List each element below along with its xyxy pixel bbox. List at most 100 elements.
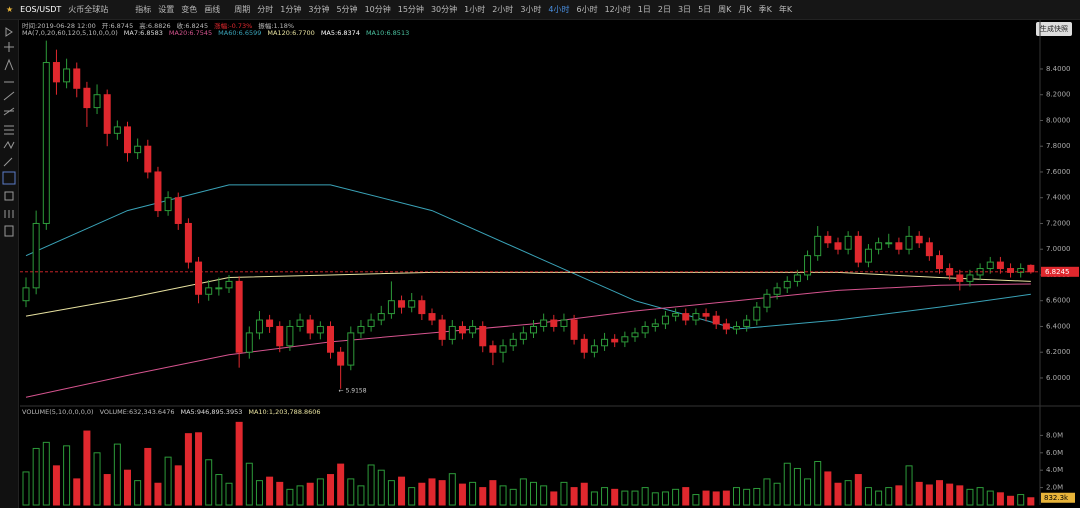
- candle-body: [357, 325, 365, 334]
- y-tick-label: 7.6000: [1046, 168, 1071, 176]
- candle-body: [266, 319, 274, 327]
- candle-body: [966, 274, 974, 282]
- period-button[interactable]: 2日: [657, 5, 671, 14]
- last-price-label: 6.8245: [1045, 268, 1070, 276]
- volume-bar: [124, 469, 131, 506]
- period-button[interactable]: 5分钟: [336, 5, 358, 14]
- volume-bar: [590, 491, 598, 506]
- period-button[interactable]: 3小时: [520, 5, 542, 14]
- icon[interactable]: [3, 91, 15, 101]
- candle-body: [743, 319, 751, 327]
- period-button[interactable]: 季K: [758, 5, 772, 14]
- candle-body: [692, 313, 700, 321]
- volume-bar: [489, 480, 497, 506]
- candle-body: [1017, 268, 1025, 273]
- period-button[interactable]: 1日: [637, 5, 651, 14]
- period-label: 周期: [234, 5, 251, 14]
- period-button[interactable]: 周K: [718, 5, 732, 14]
- period-button[interactable]: 1分钟: [280, 5, 302, 14]
- period-button[interactable]: 4小时: [548, 5, 570, 14]
- volume-bar: [834, 482, 842, 506]
- icon[interactable]: [5, 27, 13, 37]
- period-button[interactable]: 6小时: [576, 5, 598, 14]
- icon[interactable]: [3, 107, 15, 116]
- candle-body: [996, 261, 1004, 270]
- icon[interactable]: [4, 125, 14, 135]
- candle-body: [164, 197, 172, 212]
- candle-body: [540, 319, 548, 327]
- tool-button[interactable]: 设置: [158, 5, 175, 14]
- icon[interactable]: [4, 191, 14, 201]
- icon[interactable]: [4, 225, 14, 237]
- y-tick-label: 2.0M: [1046, 484, 1063, 492]
- y-tick-label: 7.2000: [1046, 219, 1071, 227]
- volume-bar: [946, 483, 954, 506]
- volume-bar: [52, 465, 60, 506]
- volume-bar: [956, 485, 964, 506]
- y-tick-label: 6.2000: [1046, 348, 1071, 356]
- volume-bar: [438, 480, 446, 506]
- volume-bar: [428, 478, 436, 506]
- candle-body: [956, 274, 964, 282]
- candle-body: [367, 319, 375, 327]
- volume-bar: [367, 464, 375, 506]
- candle-body: [895, 242, 903, 250]
- volume-bar: [327, 474, 334, 506]
- period-button[interactable]: 分时: [257, 5, 274, 14]
- info-text: MA5:6.8374: [320, 29, 360, 37]
- info-text: 开:6.8745: [101, 22, 134, 30]
- candle-body: [154, 171, 162, 212]
- tool-button[interactable]: 变色: [181, 5, 198, 14]
- period-button[interactable]: 年K: [778, 5, 793, 14]
- candle-body: [83, 87, 91, 109]
- period-button[interactable]: 3日: [677, 5, 692, 14]
- icon[interactable]: [3, 157, 13, 167]
- icon[interactable]: [4, 210, 14, 218]
- candle-body: [438, 319, 446, 340]
- period-button[interactable]: 月K: [738, 5, 752, 14]
- candle-body: [479, 325, 487, 347]
- left-toolbar: [0, 20, 19, 508]
- candle-body: [661, 315, 669, 325]
- icon[interactable]: [4, 58, 14, 71]
- candle-body: [530, 325, 537, 334]
- y-tick-label: 6.4000: [1046, 322, 1071, 330]
- volume-bar: [296, 485, 304, 506]
- icon[interactable]: [4, 42, 14, 52]
- candle-body: [976, 268, 984, 276]
- candle-body: [195, 261, 203, 295]
- star[interactable]: ★: [6, 5, 14, 14]
- volume-bar: [509, 488, 517, 506]
- period-button[interactable]: 3分钟: [308, 5, 330, 14]
- period-button[interactable]: 10分钟: [364, 5, 391, 14]
- candle-body: [519, 332, 527, 340]
- candle-body: [22, 287, 30, 302]
- period-button[interactable]: 30分钟: [430, 5, 458, 14]
- icon[interactable]: [2, 171, 16, 185]
- symbol[interactable]: EOS/USDT: [20, 5, 62, 14]
- period-button[interactable]: 12小时: [604, 5, 631, 14]
- volume-bar: [885, 487, 893, 506]
- volume-bar: [357, 485, 365, 506]
- period-button[interactable]: 15分钟: [397, 5, 424, 14]
- candle-body: [814, 235, 822, 257]
- low-annotation: ← 5.9158: [339, 387, 367, 394]
- icon[interactable]: [3, 141, 15, 150]
- candle-body: [1007, 268, 1015, 273]
- tool-button[interactable]: 画线: [204, 5, 221, 14]
- candle-body: [844, 235, 852, 250]
- volume-bar: [601, 487, 609, 506]
- tool-button[interactable]: 指标: [135, 5, 152, 14]
- period-button[interactable]: 1小时: [464, 5, 486, 14]
- volume-bar: [245, 462, 253, 506]
- exchange: 火币全球站: [68, 5, 109, 14]
- y-tick-label: 8.4000: [1046, 65, 1071, 73]
- candle-body: [489, 345, 497, 353]
- volume-bar: [793, 467, 801, 506]
- period-button[interactable]: 5日: [698, 5, 712, 14]
- period-button[interactable]: 2小时: [492, 5, 514, 14]
- candle-body: [113, 126, 121, 134]
- volume-bar: [661, 491, 669, 506]
- volume-bar: [854, 474, 862, 506]
